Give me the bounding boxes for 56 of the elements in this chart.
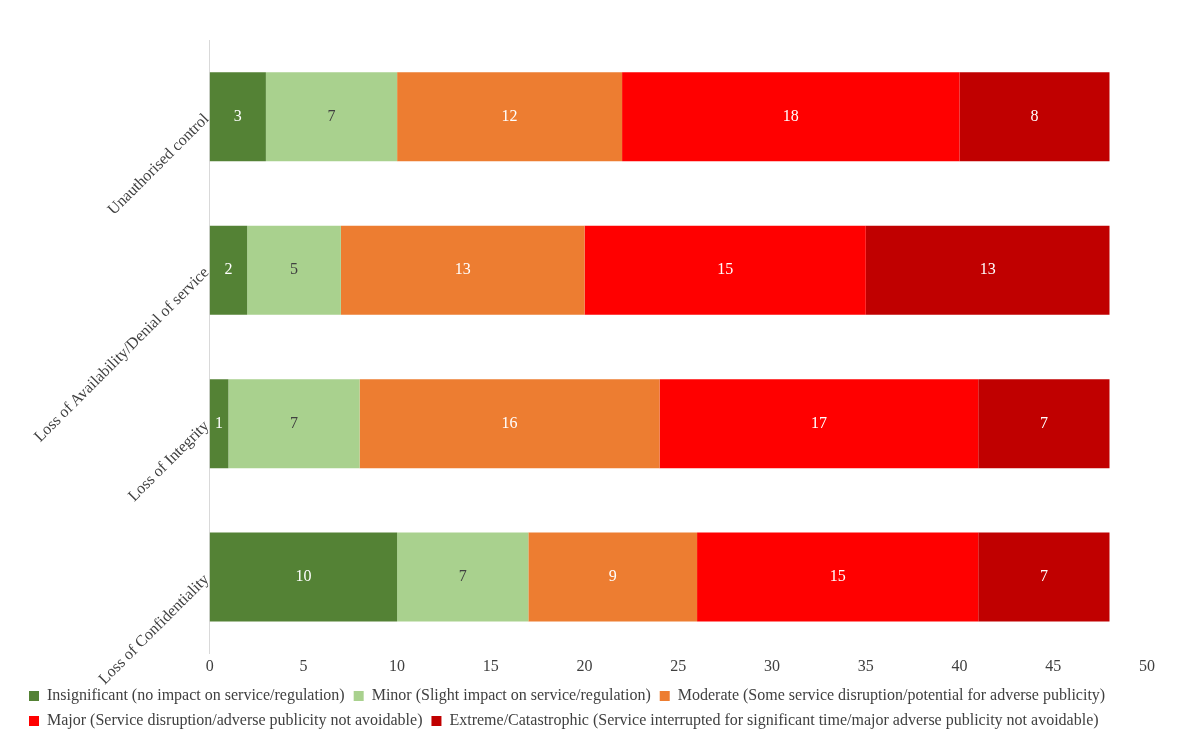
bar <box>978 532 1110 622</box>
data-label: 15 <box>829 567 846 585</box>
data-label: 3 <box>233 106 242 124</box>
data-label: 16 <box>501 413 518 431</box>
legend-label: Moderate (Some service disruption/potential for adverse publicity) <box>677 686 1106 705</box>
data-label: 2 <box>224 260 233 278</box>
data-label: 7 <box>458 567 467 585</box>
data-label: 7 <box>1039 413 1048 431</box>
x-tick-label: 5 <box>299 656 308 674</box>
bar <box>265 72 398 162</box>
bar <box>397 72 623 162</box>
legend-label: Minor (Slight impact on service/regulation) <box>371 686 651 705</box>
data-label: 5 <box>290 260 299 278</box>
x-tick-label: 15 <box>482 656 499 674</box>
bar <box>209 72 266 162</box>
legend-label: Major (Service disruption/adverse publicity not avoidable) <box>47 711 423 730</box>
data-label: 9 <box>608 567 617 585</box>
x-tick-label: 10 <box>389 656 406 674</box>
legend-label: Insignificant (no impact on service/regulation) <box>47 686 345 705</box>
bar <box>247 225 341 315</box>
bar <box>340 225 585 315</box>
legend-label: Extreme/Catastrophic (Service interrupted for significant time/major adverse publicity not avoidable) <box>449 711 1099 730</box>
data-label: 18 <box>782 106 799 124</box>
data-label: 1 <box>215 413 224 431</box>
x-tick-label: 0 <box>205 656 214 674</box>
data-label: 7 <box>327 106 336 124</box>
bar <box>209 379 229 469</box>
data-label: 7 <box>290 413 299 431</box>
data-label: 13 <box>979 260 996 278</box>
data-label: 10 <box>295 567 312 585</box>
data-label: 13 <box>454 260 471 278</box>
bar <box>659 379 979 469</box>
bar <box>959 72 1110 162</box>
bar <box>397 532 529 622</box>
bar <box>359 379 660 469</box>
data-label: 8 <box>1030 106 1039 124</box>
x-tick-label: 35 <box>857 656 874 674</box>
bar <box>697 532 979 622</box>
bar <box>528 532 698 622</box>
data-label: 7 <box>1039 567 1048 585</box>
x-tick-label: 20 <box>576 656 593 674</box>
bar <box>865 225 1110 315</box>
bar <box>228 379 360 469</box>
x-tick-label: 30 <box>764 656 781 674</box>
x-tick-label: 50 <box>1139 656 1155 674</box>
bar <box>978 379 1110 469</box>
bar <box>209 532 398 622</box>
x-tick-label: 45 <box>1045 656 1062 674</box>
data-label: 15 <box>717 260 734 278</box>
x-tick-label: 25 <box>670 656 687 674</box>
data-label: 12 <box>501 106 518 124</box>
bar <box>209 225 248 315</box>
x-tick-label: 40 <box>951 656 968 674</box>
bar <box>622 72 960 162</box>
bar <box>584 225 866 315</box>
data-label: 17 <box>810 413 827 431</box>
